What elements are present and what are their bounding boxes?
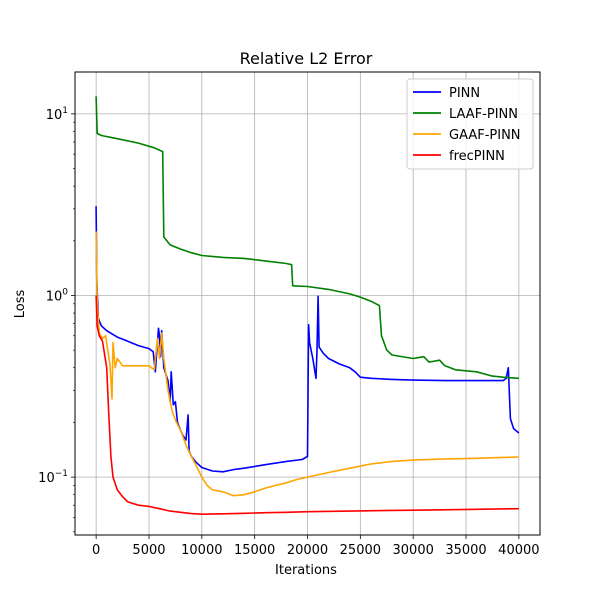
y-axis-label: Loss [13, 290, 28, 319]
series-line-frecpinn [95, 295, 519, 515]
x-tick-label: 30000 [393, 543, 434, 558]
x-tick-label: 15000 [234, 543, 275, 558]
series-line-gaaf-pinn [95, 231, 519, 497]
y-tick-label: 101 [46, 106, 68, 123]
x-tick-label: 20000 [287, 543, 328, 558]
legend-label: PINN [449, 86, 480, 101]
series-line-laaf-pinn [95, 96, 519, 380]
x-tick-label: 35000 [445, 543, 486, 558]
x-tick-label: 10000 [181, 543, 222, 558]
x-axis-label: Iterations [275, 563, 337, 578]
y-tick-label: 10−1 [38, 469, 68, 486]
x-axis-ticks: 0 5000 10000 15000 20000 25000 30000 35000 40000 [92, 535, 540, 558]
x-tick-label: 40000 [498, 543, 539, 558]
x-tick-label: 5000 [132, 543, 165, 558]
legend-label: LAAF-PINN [449, 107, 518, 122]
y-axis-ticks: 10−1 100 101 [38, 106, 75, 533]
series-line-pinn [95, 206, 520, 473]
chart-title: Relative L2 Error [240, 49, 373, 68]
y-tick-label: 100 [46, 287, 69, 304]
legend-box [406, 78, 534, 170]
legend: PINN LAAF-PINN GAAF-PINN frecPINN [406, 78, 534, 170]
x-tick-label: 25000 [340, 543, 381, 558]
x-tick-label: 0 [92, 543, 100, 558]
legend-label: frecPINN [449, 149, 505, 164]
plot-series-group [95, 96, 520, 515]
legend-label: GAAF-PINN [449, 128, 521, 143]
